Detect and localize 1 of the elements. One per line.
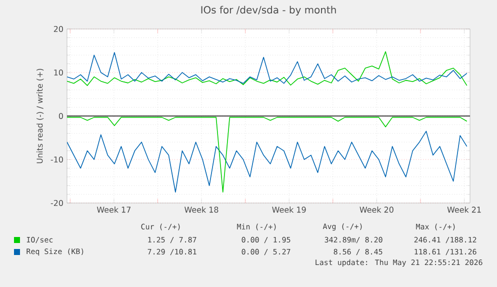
chart-title: IOs for /dev/sda - by month bbox=[201, 6, 336, 16]
